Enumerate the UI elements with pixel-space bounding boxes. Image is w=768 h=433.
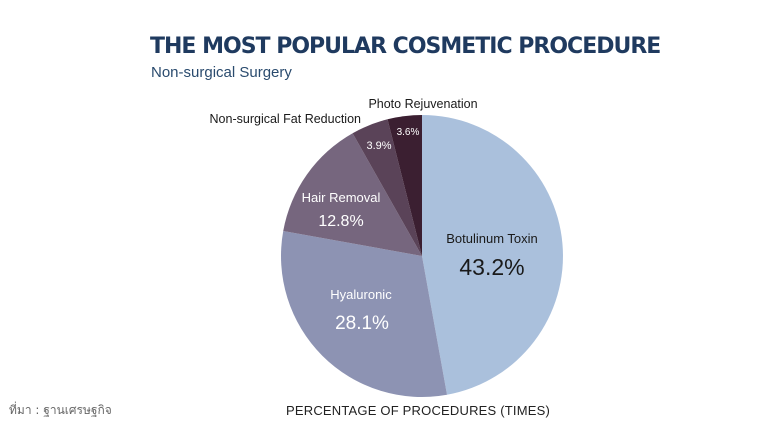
slice-value-label: 43.2% — [459, 254, 524, 280]
slice-name-label: Hair Removal — [302, 190, 381, 205]
slice-value-label: 12.8% — [318, 213, 363, 230]
source-note: ที่มา : ฐานเศรษฐกิจ — [9, 403, 112, 417]
pie-slice-photo-rejuvenation — [387, 115, 422, 256]
pie-slice-non-surgical-fat-reduction — [352, 119, 422, 256]
chart-subtitle: Non-surgical Surgery — [151, 64, 292, 81]
pie-slice-botulinum-toxin — [422, 115, 563, 395]
slice-name-label: Botulinum Toxin — [446, 231, 538, 246]
slice-value-label: 28.1% — [335, 313, 389, 334]
slice-name-label: Non-surgical Fat Reduction — [210, 112, 362, 126]
pie-slice-hyaluronic — [281, 230, 448, 397]
pie-labels: Botulinum Toxin 43.2% Hyaluronic 28.1% Hair … — [210, 97, 538, 334]
pie-slice-hair-removal — [283, 133, 422, 256]
pie-slices — [281, 115, 563, 397]
slice-name-label: Hyaluronic — [330, 287, 392, 302]
slice-value-label: 3.6% — [397, 127, 420, 138]
slice-value-label: 3.9% — [366, 140, 391, 152]
slice-name-label: Photo Rejuvenation — [368, 97, 477, 111]
chart-title: THE MOST POPULAR COSMETIC PROCEDURE — [150, 34, 661, 59]
x-axis-label: PERCENTAGE OF PROCEDURES (TIMES) — [286, 403, 551, 418]
